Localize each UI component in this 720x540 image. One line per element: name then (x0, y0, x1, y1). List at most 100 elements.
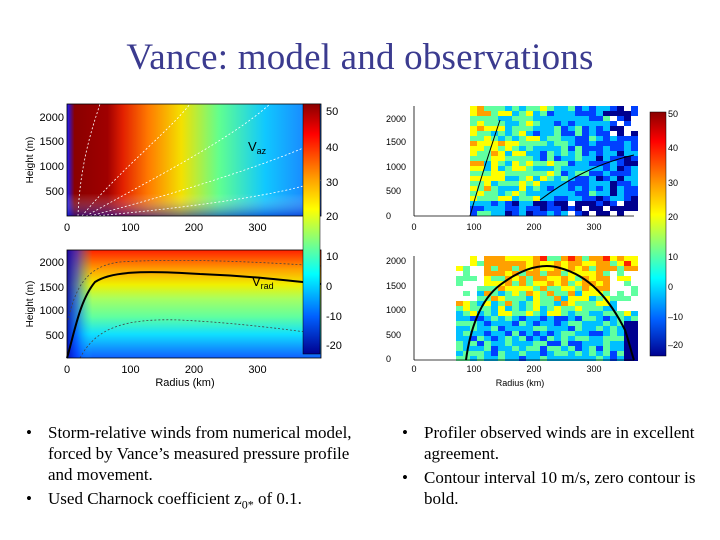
obs-vaz-cell (554, 146, 561, 151)
obs-vaz-cell (596, 176, 603, 181)
obs-vaz-cell (512, 206, 519, 211)
obs-vrad-cell (596, 271, 603, 276)
obs-vrad-cell (624, 276, 631, 281)
obs-vrad-cell (526, 291, 533, 296)
right-colorbar-label: 20 (668, 212, 678, 222)
vrad-annotation: Vrad (252, 274, 274, 291)
obs-vaz-cell (596, 116, 603, 121)
obs-vaz-cell (540, 201, 547, 206)
obs-vrad-cell (463, 321, 470, 326)
vrad-inflow-core (67, 250, 321, 358)
obs-vrad-cell (582, 256, 589, 261)
obs-vrad-cell (631, 321, 638, 326)
obs-vrad-cell (505, 346, 512, 351)
obs-vrad-cell (631, 351, 638, 356)
obs-vaz-cell (470, 131, 477, 136)
obs-vrad-cell (603, 356, 610, 361)
obs-vaz-cell (554, 211, 561, 216)
obs-vaz-cell (526, 106, 533, 111)
obs-vaz-cell (547, 146, 554, 151)
obs-vrad-cell (561, 286, 568, 291)
obs-vrad-cell (596, 356, 603, 361)
obs-vrad-cell (624, 271, 631, 276)
obs-vrad-cell (456, 266, 463, 271)
obs-vaz-cell (470, 141, 477, 146)
vrad-zero-contour (66, 271, 322, 359)
obs-vaz-cell (561, 166, 568, 171)
obs-vrad-cell (554, 311, 561, 316)
obs-vaz-cell (631, 111, 638, 116)
obs-vrad-cell (589, 276, 596, 281)
obs-vaz-cell (519, 181, 526, 186)
obs-vrad-cell (624, 351, 631, 356)
obs-vaz-cell (617, 191, 624, 196)
obs-vaz-cell (561, 111, 568, 116)
obs-vaz-cell (498, 151, 505, 156)
obs-vrad-cell (540, 331, 547, 336)
obs-vaz-cell (603, 126, 610, 131)
obs-vrad-cell (603, 271, 610, 276)
obs-vaz-cell (610, 136, 617, 141)
obs-vaz-cell (631, 131, 638, 136)
obs-vrad-cell (526, 311, 533, 316)
obs-vaz-cell (582, 171, 589, 176)
obs-vaz-cell (491, 146, 498, 151)
obs-vaz-cell (610, 171, 617, 176)
obs-vaz-cell (568, 111, 575, 116)
obs-vrad-cell (603, 286, 610, 291)
vrad-xtick: 100 (121, 364, 139, 376)
obs-vrad-cell (568, 261, 575, 266)
obs-vaz-cell (561, 211, 568, 216)
obs-vrad-cell (603, 256, 610, 261)
obs-vrad-cell (484, 266, 491, 271)
obs-vaz-cell (477, 116, 484, 121)
obs-vrad-cell (512, 276, 519, 281)
obs-vaz-cell (554, 111, 561, 116)
obs-vaz-cell (519, 111, 526, 116)
obs-vrad-cell (484, 271, 491, 276)
obs-vaz-cell (505, 191, 512, 196)
obs-vrad-cell (533, 301, 540, 306)
obs-vrad-cell (463, 311, 470, 316)
obs-vrad-cell (540, 271, 547, 276)
obs-vaz-cell (533, 121, 540, 126)
obs-vaz-cell (582, 136, 589, 141)
obs-vaz-cell (477, 161, 484, 166)
obs-vaz-cell (526, 126, 533, 131)
obs-vaz-cell (547, 156, 554, 161)
obs-vrad-cell (540, 326, 547, 331)
obs-vrad-cell (631, 316, 638, 321)
obs-vrad-cell (512, 316, 519, 321)
obs-vrad-cell (512, 311, 519, 316)
obs-vrad-cell (477, 301, 484, 306)
obs-vaz-cell (624, 136, 631, 141)
obs-vaz-cell (470, 206, 477, 211)
obs-vrad-cell (463, 271, 470, 276)
obs-vaz-cell (575, 111, 582, 116)
obs-vrad-cell (575, 331, 582, 336)
obs-vrad-cell (491, 336, 498, 341)
obs-vrad-cell (568, 341, 575, 346)
obs-vaz-cell (575, 176, 582, 181)
obs-vaz-cell (519, 166, 526, 171)
obs-vrad-cell (470, 306, 477, 311)
obs-vaz-cell (540, 191, 547, 196)
obs-vaz-cell (512, 146, 519, 151)
obs-vaz-cell (596, 136, 603, 141)
obs-vrad-cell (477, 341, 484, 346)
obs-vrad-cell (498, 341, 505, 346)
obs-vaz-cell (589, 206, 596, 211)
obs-vrad-cell (610, 326, 617, 331)
obs-vaz-cell (512, 171, 519, 176)
obs-vrad-cell (603, 311, 610, 316)
right-colorbar-gradient (649, 111, 667, 357)
obs-vaz-xtick: 200 (526, 222, 541, 232)
obs-vaz-cell (540, 121, 547, 126)
obs-vrad-cell (603, 276, 610, 281)
obs-vrad-cell (512, 321, 519, 326)
obs-vaz-ytick: 500 (386, 186, 401, 196)
obs-vaz-cell (603, 181, 610, 186)
obs-vrad-cell (463, 281, 470, 286)
obs-vaz-cell (505, 151, 512, 156)
obs-vrad-cell (456, 341, 463, 346)
